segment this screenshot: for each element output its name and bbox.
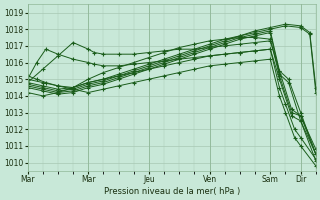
X-axis label: Pression niveau de la mer( hPa ): Pression niveau de la mer( hPa )	[104, 187, 240, 196]
